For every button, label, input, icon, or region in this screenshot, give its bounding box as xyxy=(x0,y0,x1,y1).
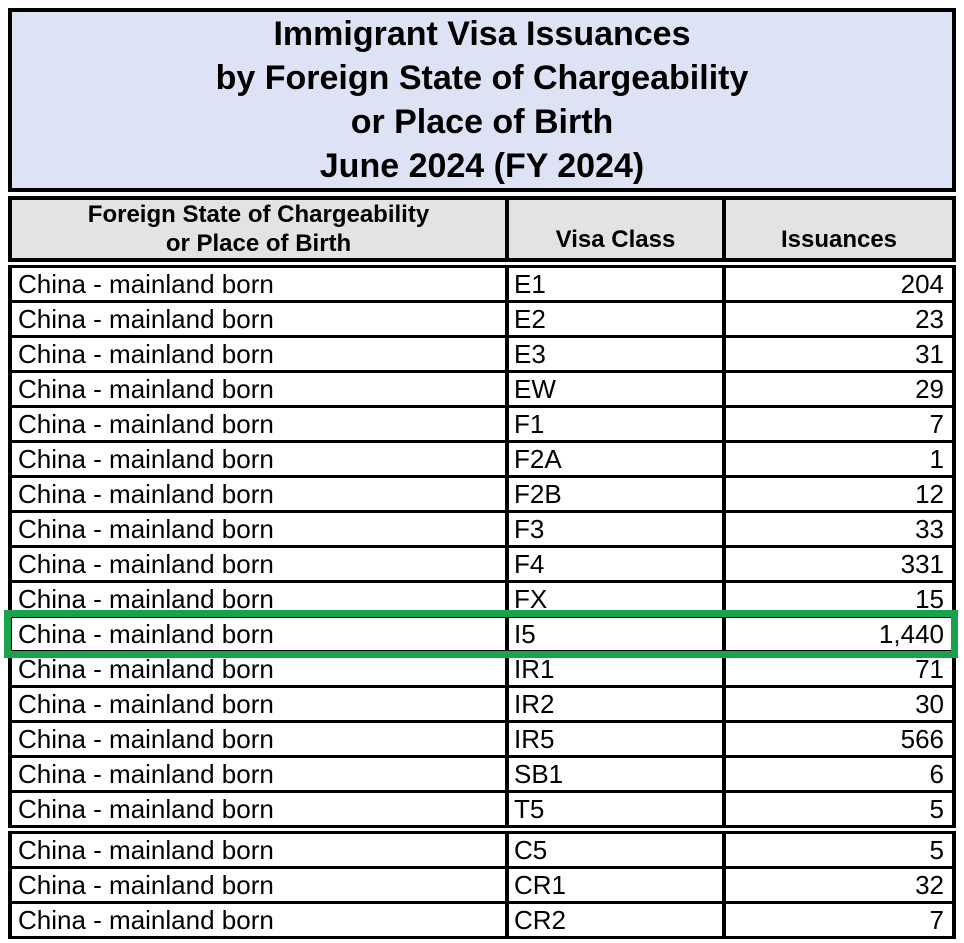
table-row: China - mainland born E3 31 xyxy=(8,335,956,373)
issuances-cell: 71 xyxy=(915,653,944,684)
title-line: Immigrant Visa Issuances xyxy=(273,15,691,53)
table-row: China - mainland born CR1 32 xyxy=(8,866,956,904)
table-body: China - mainland born E1 204 China - mai… xyxy=(4,265,958,939)
issuances-cell: 30 xyxy=(915,688,944,719)
visa-class-cell: IR5 xyxy=(509,723,726,755)
issuances-cell: 1 xyxy=(929,443,944,474)
issuances-cell: 204 xyxy=(900,268,944,299)
table-row: China - mainland born F2A 1 xyxy=(8,440,956,478)
table-row: China - mainland born SB1 6 xyxy=(8,755,956,793)
state-cell: China - mainland born xyxy=(12,834,509,866)
visa-class-cell: I5 xyxy=(509,618,726,650)
visa-class-cell: CR2 xyxy=(509,904,726,936)
issuances-cell: 15 xyxy=(915,583,944,614)
visa-class-cell: F3 xyxy=(509,513,726,545)
state-cell: China - mainland born xyxy=(12,869,509,901)
visa-class-cell: E2 xyxy=(509,303,726,335)
table-row: China - mainland born E2 23 xyxy=(8,300,956,338)
state-cell: China - mainland born xyxy=(12,723,509,755)
state-cell: China - mainland born xyxy=(12,548,509,580)
visa-class-cell: IR2 xyxy=(509,688,726,720)
state-cell: China - mainland born xyxy=(12,758,509,790)
state-cell: China - mainland born xyxy=(12,443,509,475)
visa-class-cell: E1 xyxy=(509,268,726,300)
state-cell: China - mainland born xyxy=(12,688,509,720)
visa-class-cell: C5 xyxy=(509,834,726,866)
issuances-cell: 29 xyxy=(915,373,944,404)
table-row: China - mainland born F1 7 xyxy=(8,405,956,443)
visa-class-cell: IR1 xyxy=(509,653,726,685)
issuances-cell: 5 xyxy=(929,834,944,865)
report-title: Immigrant Visa Issuances by Foreign Stat… xyxy=(8,8,956,192)
visa-class-cell: F1 xyxy=(509,408,726,440)
visa-class-cell: E3 xyxy=(509,338,726,370)
visa-class-cell: FX xyxy=(509,583,726,615)
state-cell: China - mainland born xyxy=(12,478,509,510)
state-cell: China - mainland born xyxy=(12,618,509,650)
state-cell: China - mainland born xyxy=(12,793,509,825)
table-row: China - mainland born IR5 566 xyxy=(8,720,956,758)
visa-class-cell: T5 xyxy=(509,793,726,825)
table-row: China - mainland born EW 29 xyxy=(8,370,956,408)
state-cell: China - mainland born xyxy=(12,653,509,685)
state-cell: China - mainland born xyxy=(12,373,509,405)
table-header-row: Foreign State of Chargeability or Place … xyxy=(8,196,956,262)
issuances-cell: 12 xyxy=(915,478,944,509)
state-cell: China - mainland born xyxy=(12,303,509,335)
state-cell: China - mainland born xyxy=(12,268,509,300)
table-row: China - mainland born F4 331 xyxy=(8,545,956,583)
visa-class-cell: F2A xyxy=(509,443,726,475)
table-row: China - mainland born C5 5 xyxy=(8,831,956,869)
table-row: China - mainland born T5 5 xyxy=(8,790,956,828)
state-cell: China - mainland born xyxy=(12,904,509,936)
visa-class-cell: F2B xyxy=(509,478,726,510)
issuances-cell: 5 xyxy=(929,793,944,824)
table-row: China - mainland born F2B 12 xyxy=(8,475,956,513)
issuances-cell: 33 xyxy=(915,513,944,544)
visa-issuances-table: Foreign State of Chargeability or Place … xyxy=(4,196,958,939)
table-row: China - mainland born CR2 7 xyxy=(8,901,956,939)
column-header-state-line1: Foreign State of Chargeability xyxy=(87,201,430,228)
state-cell: China - mainland born xyxy=(12,513,509,545)
table-row: China - mainland born F3 33 xyxy=(8,510,956,548)
table-row: China - mainland born IR1 71 xyxy=(8,650,956,688)
issuances-cell: 566 xyxy=(900,723,944,754)
column-header-state: Foreign State of Chargeability or Place … xyxy=(12,200,509,258)
visa-class-cell: F4 xyxy=(509,548,726,580)
issuances-cell: 32 xyxy=(915,869,944,900)
issuances-cell: 1,440 xyxy=(878,618,944,649)
issuances-cell: 31 xyxy=(915,338,944,369)
table-row: China - mainland born FX 15 xyxy=(8,580,956,618)
title-line: by Foreign State of Chargeability xyxy=(215,59,749,97)
table-row: China - mainland born E1 204 xyxy=(8,265,956,303)
issuances-cell: 7 xyxy=(929,904,944,935)
state-cell: China - mainland born xyxy=(12,338,509,370)
visa-class-cell: SB1 xyxy=(509,758,726,790)
title-line: or Place of Birth xyxy=(350,103,614,141)
visa-class-cell: EW xyxy=(509,373,726,405)
issuances-cell: 23 xyxy=(915,303,944,334)
title-line: June 2024 (FY 2024) xyxy=(319,147,645,185)
state-cell: China - mainland born xyxy=(12,408,509,440)
column-header-visa-class: Visa Class xyxy=(509,200,726,258)
issuances-cell: 331 xyxy=(900,548,944,579)
visa-class-cell: CR1 xyxy=(509,869,726,901)
table-row: China - mainland born IR2 30 xyxy=(8,685,956,723)
column-header-state-line2: or Place of Birth xyxy=(165,230,352,257)
issuances-cell: 7 xyxy=(929,408,944,439)
state-cell: China - mainland born xyxy=(12,583,509,615)
column-header-issuances: Issuances xyxy=(780,226,898,253)
issuances-cell: 6 xyxy=(929,758,944,789)
table-row-highlighted: China - mainland born I5 1,440 xyxy=(4,610,958,658)
